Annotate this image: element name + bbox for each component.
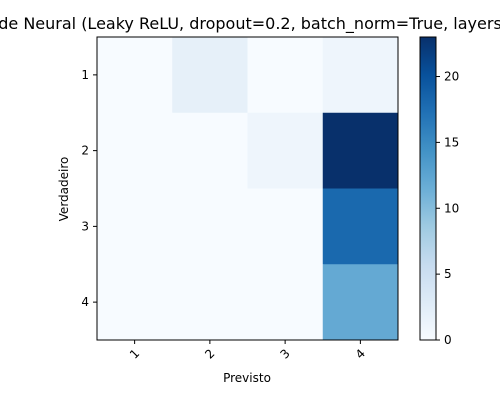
- chart-title: de Neural (Leaky ReLU, dropout=0.2, batc…: [0, 14, 500, 34]
- heatmap-cell: [322, 264, 399, 341]
- heatmap-cell: [247, 188, 324, 265]
- y-tick-label: 4: [81, 295, 89, 309]
- colorbar: [419, 36, 437, 341]
- colorbar-tick-label: 5: [444, 267, 452, 281]
- colorbar-tick-label: 20: [444, 70, 459, 84]
- x-tick-label: 4: [353, 346, 368, 361]
- heatmap-cell: [247, 37, 324, 114]
- y-axis-label: Verdadeiro: [57, 157, 71, 222]
- x-tick-label: 3: [277, 346, 292, 361]
- heatmap-cell: [97, 188, 173, 265]
- y-axis-ticks: 1 2 3 4: [81, 68, 97, 309]
- heatmap-cell: [247, 112, 324, 189]
- x-tick-label: 1: [127, 346, 142, 361]
- heatmap-cells: [97, 37, 399, 341]
- colorbar-tick-label: 10: [444, 201, 459, 215]
- plot-frame: [96, 36, 399, 341]
- heatmap-cell: [322, 37, 399, 114]
- y-tick-label: 3: [81, 219, 89, 233]
- heatmap-cell: [172, 112, 248, 189]
- colorbar-tick-label: 0: [444, 333, 452, 347]
- y-tick-label: 2: [81, 144, 89, 158]
- colorbar-ticks: 0 5 10 15 20: [436, 70, 459, 347]
- heatmap-cell: [172, 37, 248, 114]
- x-axis-ticks: 1 2 3 4: [127, 340, 368, 362]
- heatmap-cell: [97, 112, 173, 189]
- heatmap-cell: [172, 188, 248, 265]
- heatmap-cell: [97, 264, 173, 341]
- heatmap-cell: [322, 188, 399, 265]
- x-tick-label: 2: [202, 346, 217, 361]
- heatmap-cell: [97, 37, 173, 114]
- heatmap-cell: [322, 112, 399, 189]
- y-tick-label: 1: [81, 68, 89, 82]
- heatmap-cell: [247, 264, 324, 341]
- colorbar-tick-label: 15: [444, 135, 459, 149]
- heatmap-cell: [172, 264, 248, 341]
- x-axis-label: Previsto: [223, 371, 271, 385]
